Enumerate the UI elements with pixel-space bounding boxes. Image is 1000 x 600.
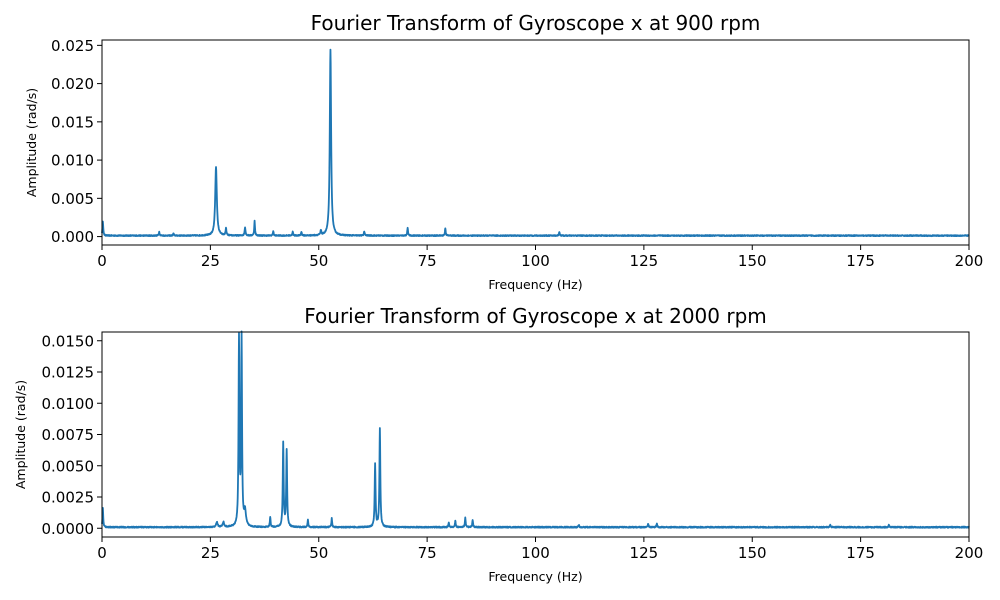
y-axis-ticks: 0.000 0.005 0.010 0.015 0.020 0.025 [51,37,102,246]
y-axis-ticks: 0.0000 0.0025 0.0050 0.0075 0.0100 0.0125 0.01… [42,332,102,538]
y-tick-label: 0.000 [51,228,94,246]
x-tick-label: 0 [97,252,107,270]
x-tick-label: 100 [521,544,550,562]
series-line-gyroscope-x-900rpm [101,48,970,238]
y-tick-label: 0.005 [51,190,94,208]
x-tick-label: 50 [309,252,328,270]
x-tick-label: 200 [955,252,984,270]
x-tick-label: 25 [201,252,220,270]
series-line-gyroscope-x-2000rpm [101,330,970,529]
y-tick-label: 0.0150 [42,332,95,350]
y-tick-label: 0.025 [51,37,94,55]
x-tick-label: 125 [630,252,659,270]
x-tick-label: 125 [630,544,659,562]
y-tick-label: 0.010 [51,152,94,170]
x-axis-label: Frequency (Hz) [488,277,582,292]
y-tick-label: 0.0075 [42,426,95,444]
y-axis-label: Amplitude (rad/s) [24,88,39,197]
chart-title: Fourier Transform of Gyroscope x at 2000… [304,304,767,328]
plot-frame [101,39,970,246]
x-axis-label: Frequency (Hz) [488,569,582,584]
x-axis-ticks: 0 25 50 75 100 125 150 175 200 [97,537,983,562]
subplot-900rpm: Fourier Transform of Gyroscope x at 900 … [24,11,983,292]
x-tick-label: 200 [955,544,984,562]
x-tick-label: 75 [418,252,437,270]
y-axis-label: Amplitude (rad/s) [13,380,28,489]
x-tick-label: 150 [738,544,767,562]
x-tick-label: 25 [201,544,220,562]
y-tick-label: 0.0025 [42,489,95,507]
y-tick-label: 0.020 [51,75,94,93]
x-tick-label: 150 [738,252,767,270]
x-tick-label: 0 [97,544,107,562]
y-tick-label: 0.0125 [42,364,95,382]
y-tick-label: 0.0100 [42,395,95,413]
x-tick-label: 75 [418,544,437,562]
x-tick-label: 50 [309,544,328,562]
y-tick-label: 0.015 [51,113,94,131]
subplot-2000rpm: Fourier Transform of Gyroscope x at 2000… [13,304,983,584]
chart-title: Fourier Transform of Gyroscope x at 900 … [311,11,761,35]
x-tick-label: 175 [846,544,875,562]
y-tick-label: 0.0000 [42,520,95,538]
plot-frame [101,331,970,538]
x-tick-label: 100 [521,252,550,270]
x-axis-ticks: 0 25 50 75 100 125 150 175 200 [97,245,983,270]
x-tick-label: 175 [846,252,875,270]
y-tick-label: 0.0050 [42,457,95,475]
